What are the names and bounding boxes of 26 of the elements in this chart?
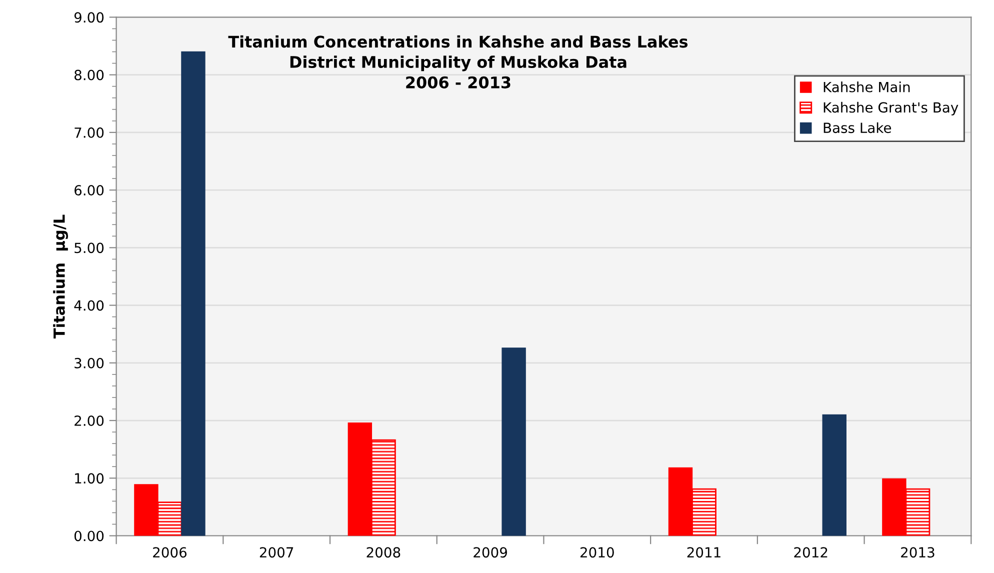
bar (822, 414, 846, 536)
y-tick-label: 0.00 (74, 530, 104, 542)
x-tick-label: 2010 (580, 547, 614, 558)
y-tick-label: 8.00 (74, 70, 104, 80)
y-axis-title: Titanium µg/L (53, 214, 68, 339)
y-tick-label: 5.00 (74, 242, 104, 254)
x-tick-label: 2008 (366, 547, 400, 558)
legend-label: Bass Lake (824, 122, 892, 134)
y-tick-label: 3.00 (74, 358, 104, 368)
text: Titanium Concentrations in Kahshe and Bass Lakes District Municipality of Muskoka Data 2006 - 2013 (228, 35, 688, 88)
y-tick-label: 7.00 (74, 127, 104, 138)
x-tick-label: 2013 (901, 547, 934, 558)
x-tick-label: 2009 (474, 547, 507, 558)
bar (181, 51, 206, 536)
x-tick-label: 2007 (260, 547, 294, 558)
y-tick-label: 2.00 (74, 415, 104, 426)
y-tick-label: 6.00 (74, 185, 104, 196)
x-tick-label: 2011 (687, 547, 720, 558)
x-tick-label: 2012 (794, 547, 828, 558)
legend-label: Kahshe Grant's Bay (824, 102, 958, 116)
y-tick-label: 9.00 (74, 12, 104, 23)
bar (502, 348, 526, 536)
y-tick-label: 1.00 (75, 473, 104, 484)
legend-label: Kahshe Main (824, 82, 910, 92)
y-tick-label: 4.00 (74, 300, 104, 311)
x-tick-label: 2006 (153, 547, 187, 558)
